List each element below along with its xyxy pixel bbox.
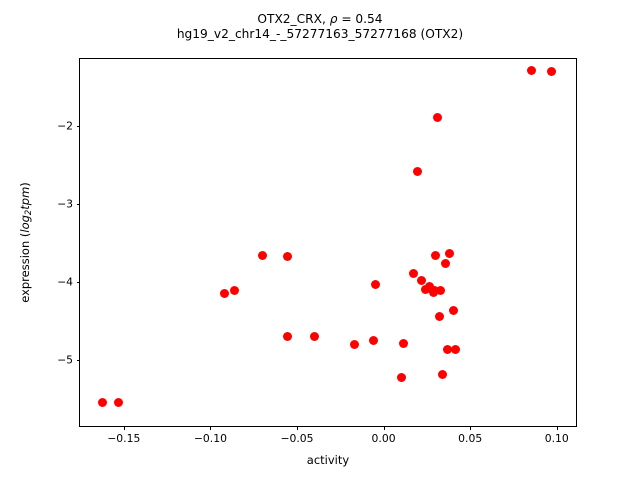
scatter-point	[450, 344, 460, 354]
y-axis-label-suffix: )	[18, 182, 32, 187]
scatter-point	[350, 339, 360, 349]
scatter-point	[424, 282, 434, 292]
scatter-point	[282, 251, 292, 261]
plot-data-area	[80, 59, 576, 426]
scatter-point	[527, 66, 537, 76]
plot-axes: −0.15 −0.10 −0.05 0.00 0.05 0.10 −2 −3 −4 −5	[57, 58, 577, 445]
y-axis-tick-mark	[76, 125, 80, 127]
y-axis-tick-mark	[76, 203, 80, 205]
scatter-point	[257, 251, 267, 261]
scatter-point	[408, 268, 418, 278]
x-axis-tick-mark	[556, 426, 558, 430]
x-axis-tick-label: −0.10	[193, 432, 227, 445]
y-axis-tick-mark	[76, 360, 80, 362]
chart-subtitle: hg19_v2_chr14_-_57277163_57277168 (OTX2)	[176, 26, 464, 41]
x-axis-tick-label: 0.00	[371, 432, 396, 445]
scatter-point	[97, 398, 107, 408]
scatter-point	[219, 289, 229, 299]
y-axis-tick-label: −5	[57, 353, 73, 367]
scatter-point	[371, 280, 381, 290]
x-axis-tick-label: −0.05	[280, 432, 314, 445]
scatter-point	[282, 331, 292, 341]
scatter-point	[416, 275, 426, 285]
scatter-point	[369, 336, 379, 346]
y-axis-label-subscript: 2	[23, 209, 34, 216]
x-axis-label: activity	[306, 453, 350, 467]
scatter-point	[547, 67, 557, 77]
x-axis-tick-label: 0.10	[544, 432, 569, 445]
y-axis-label-prefix: expression (	[18, 232, 32, 303]
scatter-point	[412, 167, 422, 177]
y-axis-tick-mark	[76, 282, 80, 284]
x-axis-tick-mark	[297, 426, 298, 430]
scatter-point	[440, 258, 450, 268]
scatter-point	[448, 305, 458, 315]
scatter-point	[435, 286, 445, 296]
chart-title-line-1: OTX2_CRX, ρ = 0.54	[0, 12, 640, 27]
chart-title: OTX2_CRX, ρ = 0.54 hg19_v2_chr14_-_57277…	[0, 12, 640, 42]
scatter-point	[432, 112, 442, 122]
y-axis-label: expression (log2tpm)	[18, 58, 36, 427]
scatter-point	[444, 248, 454, 258]
chart-title-prefix: OTX2_CRX,	[257, 12, 330, 26]
scatter-point	[229, 286, 239, 296]
scatter-point	[396, 372, 406, 382]
y-axis-tick-label: −3	[57, 197, 73, 211]
scatter-point	[430, 251, 440, 261]
rho-symbol: ρ	[329, 12, 338, 26]
y-axis-label-tpm: tpm	[18, 186, 32, 210]
x-axis-tick-mark	[383, 426, 385, 430]
y-axis-tick-label: −4	[57, 275, 73, 289]
x-axis-tick-mark	[123, 426, 125, 430]
scatter-point	[442, 344, 452, 354]
scatter-point	[399, 338, 408, 348]
x-axis-tick-label: −0.15	[107, 432, 141, 445]
scatter-point	[113, 398, 123, 408]
scatter-point	[437, 369, 447, 379]
y-axis-label-log: log	[18, 215, 32, 233]
x-axis-tick-label: 0.05	[458, 432, 483, 445]
scatter-point	[429, 286, 439, 296]
scatter-point	[310, 332, 320, 342]
x-axis-tick-mark	[470, 426, 472, 430]
chart-title-correlation: = 0.54	[337, 12, 383, 26]
x-axis-tick-mark	[210, 426, 212, 430]
y-axis-tick-label: −2	[57, 119, 73, 133]
scatter-point	[434, 311, 444, 321]
